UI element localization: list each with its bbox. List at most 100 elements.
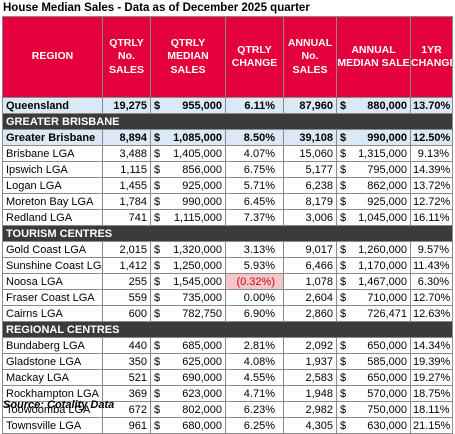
annual-sales-cell: 15,060	[283, 145, 337, 162]
currency-symbol: $	[340, 419, 347, 432]
currency-symbol: $	[154, 147, 161, 160]
amount: 630,000	[367, 419, 407, 432]
qtrly-median-cell: $625,000	[150, 353, 226, 370]
qtrly-sales-cell: 961	[102, 417, 151, 434]
annual-median-cell: $570,000	[336, 385, 411, 402]
header-region: REGION	[2, 16, 103, 98]
region-cell: Sunshine Coast LGA	[2, 257, 103, 274]
table-row: Gladstone LGA 350 $625,000 4.08% 1,937 $585,0…	[2, 353, 453, 370]
currency-symbol: $	[154, 355, 161, 368]
region-cell: Ipswich LGA	[2, 161, 103, 178]
annual-median-cell: $880,000	[336, 97, 411, 114]
annual-median-cell: $990,000	[336, 129, 411, 146]
annual-sales-cell: 2,583	[283, 369, 337, 386]
region-cell: Redland LGA	[2, 209, 103, 226]
amount: 585,000	[367, 355, 407, 368]
qtrly-change-cell: 6.25%	[225, 417, 284, 434]
yr-change-cell: 21.15%	[410, 417, 453, 434]
amount: 795,000	[367, 163, 407, 176]
qtrly-change-cell: 5.71%	[225, 177, 284, 194]
table-body: Queensland 19,275 $955,000 6.11% 87,960 $880,…	[2, 97, 453, 434]
table-row: Brisbane LGA 3,488 $1,405,000 4.07% 15,060 $1…	[2, 145, 453, 162]
amount: 925,000	[367, 195, 407, 208]
currency-symbol: $	[154, 275, 161, 288]
qtrly-median-cell: $1,250,000	[150, 257, 226, 274]
qtrly-sales-cell: 1,784	[102, 193, 151, 210]
yr-change-cell: 18.75%	[410, 385, 453, 402]
annual-median-cell: $726,471	[336, 305, 411, 322]
currency-symbol: $	[154, 99, 161, 112]
table-row: Redland LGA 741 $1,115,000 7.37% 3,006 $1,045…	[2, 209, 453, 226]
yr-change-cell: 14.34%	[410, 337, 453, 354]
qtrly-change-cell: 4.07%	[225, 145, 284, 162]
qtrly-median-cell: $1,085,000	[150, 129, 226, 146]
qtrly-median-cell: $955,000	[150, 97, 226, 114]
currency-symbol: $	[340, 275, 347, 288]
qtrly-sales-cell: 8,894	[102, 129, 151, 146]
amount: 1,170,000	[358, 259, 407, 272]
section-header-row: TOURISM CENTRES	[2, 225, 453, 242]
qtrly-sales-cell: 350	[102, 353, 151, 370]
summary-row: Greater Brisbane 8,894 $1,085,000 8.50% 39,1…	[2, 129, 453, 146]
table-row: Moreton Bay LGA 1,784 $990,000 6.45% 8,179 $9…	[2, 193, 453, 210]
yr-change-cell: 19.27%	[410, 369, 453, 386]
annual-sales-cell: 2,604	[283, 289, 337, 306]
yr-change-cell: 12.70%	[410, 289, 453, 306]
table-row: Bundaberg LGA 440 $685,000 2.81% 2,092 $650,0…	[2, 337, 453, 354]
yr-change-cell: 9.57%	[410, 241, 453, 258]
yr-change-cell: 12.50%	[410, 129, 453, 146]
region-cell: Fraser Coast LGA	[2, 289, 103, 306]
amount: 1,315,000	[358, 147, 407, 160]
qtrly-sales-cell: 521	[102, 369, 151, 386]
amount: 685,000	[182, 339, 222, 352]
currency-symbol: $	[340, 147, 347, 160]
region-cell: Bundaberg LGA	[2, 337, 103, 354]
amount: 1,260,000	[358, 243, 407, 256]
source-note: Source: Cotality Data	[3, 399, 115, 411]
currency-symbol: $	[340, 403, 347, 416]
amount: 1,115,000	[173, 211, 222, 224]
qtrly-sales-cell: 559	[102, 289, 151, 306]
qtrly-change-cell: 6.75%	[225, 161, 284, 178]
amount: 1,405,000	[173, 147, 222, 160]
header-annual-median-sale: ANNUAL MEDIAN SALE	[336, 16, 411, 98]
amount: 735,000	[182, 291, 222, 304]
amount: 570,000	[367, 387, 407, 400]
currency-symbol: $	[340, 355, 347, 368]
qtrly-change-cell: (0.32%)	[225, 273, 284, 290]
yr-change-cell: 16.11%	[410, 209, 453, 226]
section-header-row: REGIONAL CENTRES	[2, 321, 453, 338]
currency-symbol: $	[340, 307, 347, 320]
annual-sales-cell: 5,177	[283, 161, 337, 178]
region-cell: Cairns LGA	[2, 305, 103, 322]
qtrly-change-cell: 4.71%	[225, 385, 284, 402]
amount: 650,000	[367, 371, 407, 384]
region-cell: Toowoomba LGA	[2, 401, 103, 418]
qtrly-change-cell: 6.23%	[225, 401, 284, 418]
table-row: Townsville LGA 961 $680,000 6.25% 4,305 $630,…	[2, 417, 453, 434]
yr-change-cell: 9.13%	[410, 145, 453, 162]
yr-change-cell: 6.30%	[410, 273, 453, 290]
region-cell: Queensland	[2, 97, 103, 114]
currency-symbol: $	[154, 307, 161, 320]
annual-median-cell: $1,045,000	[336, 209, 411, 226]
yr-change-cell: 19.39%	[410, 353, 453, 370]
qtrly-median-cell: $802,000	[150, 401, 226, 418]
annual-median-cell: $1,315,000	[336, 145, 411, 162]
table-row: Cairns LGA 600 $782,750 6.90% 2,860 $726,471 1…	[2, 305, 453, 322]
yr-change-cell: 13.70%	[410, 97, 453, 114]
region-cell: Moreton Bay LGA	[2, 193, 103, 210]
qtrly-median-cell: $680,000	[150, 417, 226, 434]
annual-sales-cell: 39,108	[283, 129, 337, 146]
currency-symbol: $	[154, 131, 161, 144]
annual-sales-cell: 6,238	[283, 177, 337, 194]
amount: 1,085,000	[173, 131, 222, 144]
header-annual-no-sales: ANNUAL No. SALES	[283, 16, 337, 98]
amount: 710,000	[367, 291, 407, 304]
region-cell: Gladstone LGA	[2, 353, 103, 370]
qtrly-median-cell: $735,000	[150, 289, 226, 306]
currency-symbol: $	[340, 291, 347, 304]
qtrly-change-cell: 6.90%	[225, 305, 284, 322]
qtrly-sales-cell: 440	[102, 337, 151, 354]
table-row: Sunshine Coast LGA 1,412 $1,250,000 5.93% 6,…	[2, 257, 453, 274]
